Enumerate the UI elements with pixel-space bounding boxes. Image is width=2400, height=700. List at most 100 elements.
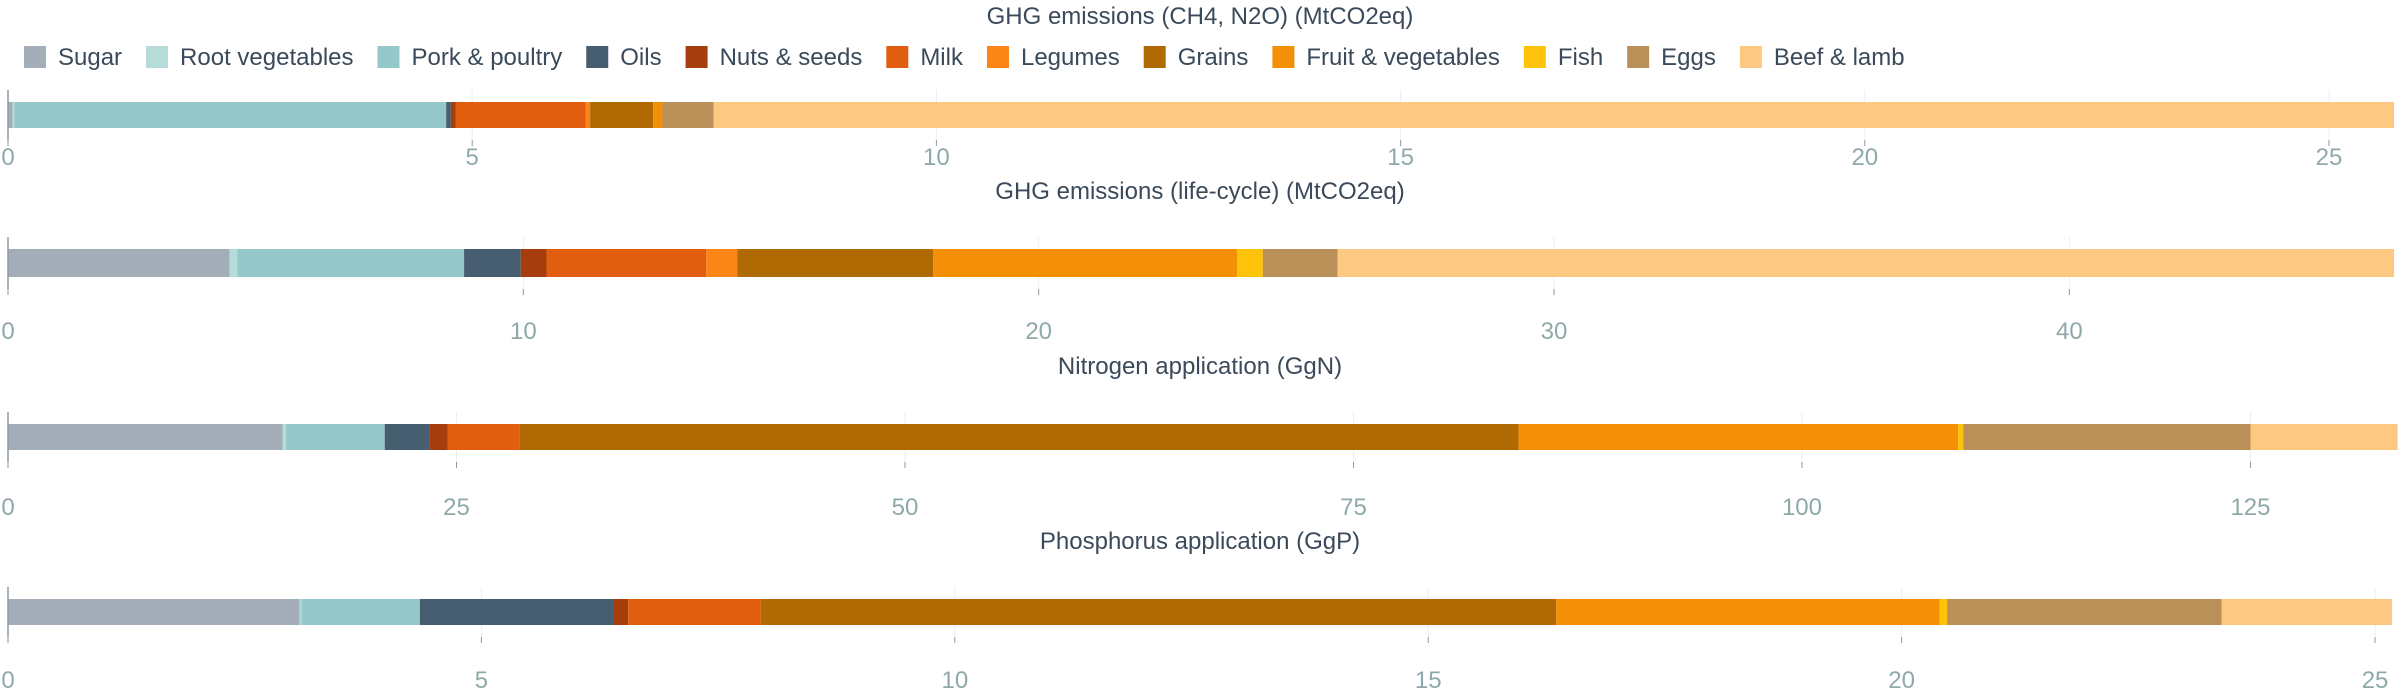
panel-2: GHG emissions (life-cycle) (MtCO2eq) 0 10 2… [1,178,2394,345]
legend-swatch-grains [1143,46,1166,68]
bar-segment-oils[interactable] [384,424,430,450]
legend-label-root-vegetables: Root vegetables [180,44,353,71]
legend-item-grains[interactable]: Grains [1143,44,1249,71]
bar-segment-nuts-and-seeds[interactable] [520,249,547,277]
tick-label: 10 [941,667,968,694]
legend-label-fish: Fish [1558,44,1603,71]
legend-swatch-oils [586,46,609,68]
bar-segment-nuts-and-seeds[interactable] [450,102,456,128]
legend-item-milk[interactable]: Milk [886,44,964,71]
bar-segment-grains[interactable] [760,599,1557,625]
legend-item-root-vegetables[interactable]: Root vegetables [146,44,354,71]
tick-label: 25 [443,494,470,521]
tick-label: 0 [1,144,14,171]
bar-segment-grains[interactable] [737,249,934,277]
bar-segment-milk[interactable] [455,102,586,128]
tick-label: 15 [1415,667,1442,694]
panel-title: GHG emissions (CH4, N2O) (MtCO2eq) [987,3,1414,30]
bar-segment-fruit-and-vegetables[interactable] [1556,599,1940,625]
legend-label-grains: Grains [1178,44,1249,71]
tick-label: 20 [1025,318,1052,345]
tick-label: 100 [1782,494,1822,521]
tick-label: 20 [1888,667,1915,694]
bar-segment-oils[interactable] [464,249,521,277]
bar-segment-legumes[interactable] [706,249,738,277]
tick-label: 5 [466,144,479,171]
bar-segment-oils[interactable] [446,102,451,128]
bar-segment-pork-and-poultry[interactable] [14,102,447,128]
bar-segment-beef-and-lamb[interactable] [1337,249,2394,277]
tick-label: 10 [510,318,537,345]
legend-item-eggs[interactable]: Eggs [1627,44,1716,71]
legend-item-fruit-and-vegetables[interactable]: Fruit & vegetables [1272,44,1500,71]
bar-segment-beef-and-lamb[interactable] [713,102,2394,128]
bar-segment-pork-and-poultry[interactable] [237,249,465,277]
legend-swatch-root-vegetables [146,46,169,68]
bar-segment-sugar[interactable] [8,599,300,625]
tick-label: 40 [2056,318,2083,345]
legend-item-pork-and-poultry[interactable]: Pork & poultry [377,44,563,71]
bar-segment-pork-and-poultry[interactable] [301,599,420,625]
bar-segment-legumes[interactable] [585,102,591,128]
bar-segment-root-vegetables[interactable] [229,249,238,277]
legend-swatch-nuts-and-seeds [685,46,708,68]
legend-item-nuts-and-seeds[interactable]: Nuts & seeds [685,44,863,71]
tick-label: 50 [892,494,919,521]
legend-label-oils: Oils [620,44,661,71]
bar-segment-grains[interactable] [590,102,654,128]
bar-segment-fish[interactable] [1237,249,1263,277]
bar-segment-beef-and-lamb[interactable] [2221,599,2393,625]
panel-3: Nitrogen application (GgN) 0 25 50 75 100 125 [1,353,2398,521]
bar-segment-root-vegetables[interactable] [299,599,302,625]
bar-segment-eggs[interactable] [1262,249,1338,277]
legend-swatch-milk [886,46,909,68]
legend-label-fruit-and-vegetables: Fruit & vegetables [1306,44,1499,71]
legend-swatch-pork-and-poultry [377,46,400,68]
tick-label: 25 [2316,144,2343,171]
bar-segment-sugar[interactable] [8,102,13,128]
bar-segment-oils[interactable] [419,599,614,625]
bar-segment-fish[interactable] [1939,599,1948,625]
tick-label: 0 [1,667,14,694]
legend-swatch-beef-and-lamb [1739,46,1762,68]
bar-segment-pork-and-poultry[interactable] [286,424,385,450]
tick-label: 125 [2230,494,2270,521]
legend-label-nuts-and-seeds: Nuts & seeds [720,44,863,71]
legend-item-oils[interactable]: Oils [586,44,662,71]
legend-swatch-sugar [24,46,46,68]
legend-item-beef-and-lamb[interactable]: Beef & lamb [1739,44,1905,71]
bar-segment-nuts-and-seeds[interactable] [429,424,448,450]
bar-segment-grains[interactable] [519,424,1519,450]
legend-item-fish[interactable]: Fish [1523,44,1603,71]
panel-4: Phosphorus application (GgP) 0 5 10 15 20 25 [1,528,2393,694]
bar-segment-sugar[interactable] [8,424,283,450]
tick-label: 10 [923,144,950,171]
bar-segment-eggs[interactable] [662,102,714,128]
tick-label: 30 [1541,318,1568,345]
tick-label: 15 [1387,144,1414,171]
bar-segment-beef-and-lamb[interactable] [2250,424,2398,450]
bar-segment-root-vegetables[interactable] [282,424,287,450]
bar-segment-fruit-and-vegetables[interactable] [1518,424,1959,450]
panel-title: Phosphorus application (GgP) [1040,528,1360,555]
bar-segment-milk[interactable] [628,599,761,625]
bar-segment-milk[interactable] [546,249,707,277]
legend-label-milk: Milk [920,44,964,71]
legend-item-sugar[interactable]: Sugar [24,44,122,71]
bar-segment-milk[interactable] [447,424,520,450]
bar-segment-eggs[interactable] [1963,424,2251,450]
legend-item-legumes[interactable]: Legumes [986,44,1120,71]
bar-segment-fruit-and-vegetables[interactable] [653,102,663,128]
tick-label: 0 [1,318,14,345]
legend-swatch-fish [1523,46,1546,68]
bar-segment-nuts-and-seeds[interactable] [613,599,629,625]
bar-segment-fish[interactable] [1958,424,1964,450]
tick-label: 25 [2362,667,2389,694]
legend-label-pork-and-poultry: Pork & poultry [412,44,563,71]
bar-segment-root-vegetables[interactable] [12,102,15,128]
tick-label: 0 [1,494,14,521]
bar-segment-fruit-and-vegetables[interactable] [933,249,1238,277]
bar-segment-sugar[interactable] [8,249,230,277]
bar-segment-eggs[interactable] [1947,599,2222,625]
